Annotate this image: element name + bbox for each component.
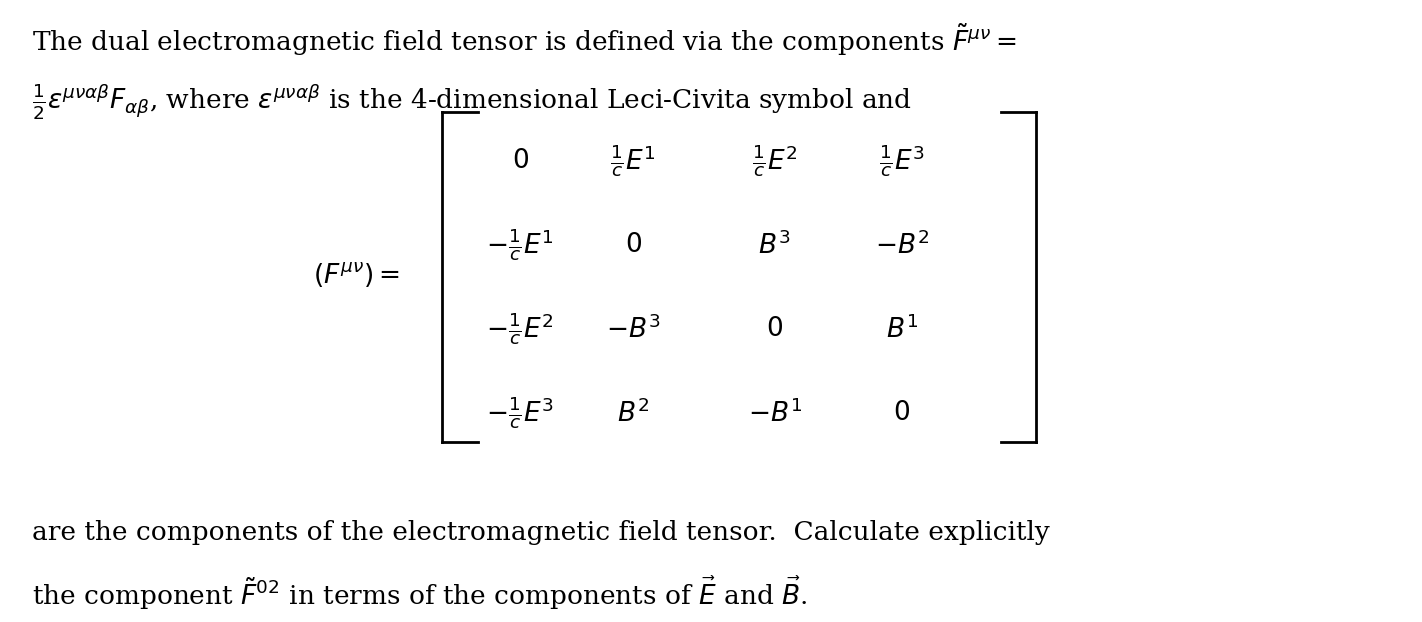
Text: $\frac{1}{c}E^2$: $\frac{1}{c}E^2$ [752, 142, 798, 179]
Text: $\frac{1}{c}E^1$: $\frac{1}{c}E^1$ [610, 142, 656, 179]
Text: $-\frac{1}{c}E^3$: $-\frac{1}{c}E^3$ [486, 394, 555, 430]
Text: $B^3$: $B^3$ [758, 230, 791, 259]
Text: $0$: $0$ [893, 400, 910, 425]
Text: are the components of the electromagnetic field tensor.  Calculate explicitly: are the components of the electromagneti… [33, 521, 1051, 545]
Text: $-B^3$: $-B^3$ [606, 314, 660, 343]
Text: $B^1$: $B^1$ [886, 314, 917, 343]
Text: the component $\tilde{F}^{02}$ in terms of the components of $\vec{E}$ and $\vec: the component $\tilde{F}^{02}$ in terms … [33, 574, 808, 612]
Text: $0$: $0$ [766, 316, 784, 341]
Text: $-\frac{1}{c}E^1$: $-\frac{1}{c}E^1$ [486, 226, 555, 262]
Text: $0$: $0$ [624, 232, 641, 257]
Text: $-\frac{1}{c}E^2$: $-\frac{1}{c}E^2$ [486, 310, 555, 346]
Text: $-B^2$: $-B^2$ [875, 230, 929, 259]
Text: $B^2$: $B^2$ [617, 398, 650, 427]
Text: $\frac{1}{2}\epsilon^{\mu\nu\alpha\beta} F_{\alpha\beta}$, where $\epsilon^{\mu\: $\frac{1}{2}\epsilon^{\mu\nu\alpha\beta}… [33, 82, 913, 123]
Text: $\frac{1}{c}E^3$: $\frac{1}{c}E^3$ [879, 142, 924, 179]
Text: $0$: $0$ [512, 147, 529, 173]
Text: $-B^1$: $-B^1$ [748, 398, 802, 427]
Text: $(F^{\mu\nu}) = $: $(F^{\mu\nu}) = $ [313, 260, 400, 289]
Text: The dual electromagnetic field tensor is defined via the components $\tilde{F}^{: The dual electromagnetic field tensor is… [33, 22, 1018, 58]
